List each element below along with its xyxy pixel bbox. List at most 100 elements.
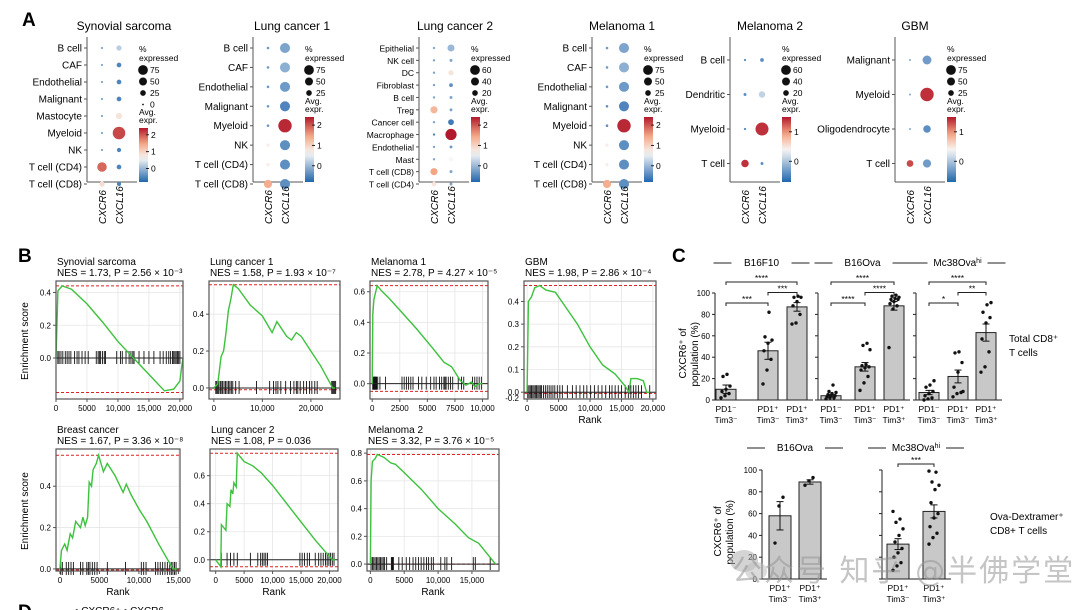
data-point	[887, 345, 891, 350]
significance-stars: ****	[841, 294, 855, 304]
significance-stars: **	[969, 284, 976, 294]
data-point	[794, 321, 798, 325]
color-legend-title: expr.	[471, 104, 489, 114]
color-legend-label: 1	[483, 140, 488, 150]
size-legend-dot	[140, 90, 146, 96]
category-label: Tim3⁺	[798, 594, 822, 604]
category-label: Tim3⁻	[853, 415, 877, 425]
row-label: CAF	[567, 63, 587, 74]
x-tick-label: 10,000	[127, 576, 152, 585]
dot-cxcr6	[432, 158, 436, 161]
size-legend-label: 75	[316, 65, 326, 75]
row-label: Mast	[396, 155, 415, 165]
size-legend-dot	[305, 77, 313, 86]
size-legend-title: %	[644, 44, 652, 54]
data-point	[931, 535, 935, 540]
data-point	[725, 372, 729, 377]
dot-cxcl16	[923, 125, 931, 133]
significance-stars: *	[942, 294, 946, 304]
size-legend-dot	[782, 77, 790, 86]
y-axis-title: CXCR6⁺ of	[713, 506, 724, 557]
x-tick-label: 0	[54, 404, 59, 413]
dot-cxcr6	[605, 104, 609, 108]
dot-cxcr6	[100, 97, 104, 101]
row-label: Myeloid	[214, 121, 248, 132]
data-point	[862, 381, 866, 385]
size-legend-title: expressed	[782, 53, 821, 63]
color-legend-bar	[644, 117, 653, 182]
row-label: B cell	[701, 56, 725, 67]
data-point	[932, 379, 936, 383]
y-tick-label: 0.6	[194, 472, 206, 481]
x-tick-label: 10,000	[260, 576, 285, 585]
gsea-stats: NES = 1.08, P = 0.036	[211, 436, 311, 447]
dot-cxcr6	[432, 71, 436, 74]
row-label: T cell (CD8)	[195, 180, 248, 191]
row-side-label: Ova-Dextramer⁺	[990, 512, 1064, 523]
dot-cxcr6	[432, 59, 436, 62]
data-point	[888, 302, 892, 306]
row-label: Malignant	[847, 56, 891, 67]
gene-label: CXCL16	[923, 186, 934, 224]
row-label: Cancer cell	[371, 118, 414, 128]
size-legend-title: expressed	[644, 53, 683, 63]
size-legend-label: 25	[150, 88, 160, 98]
panel-label-b: B	[18, 246, 32, 267]
row-label: CAF	[228, 63, 248, 74]
significance-stars: ****	[873, 284, 887, 294]
data-point	[987, 350, 991, 354]
significance-bracket	[864, 292, 895, 296]
gsea-title: Lung cancer 2	[211, 425, 275, 436]
color-legend-label: 1	[317, 140, 322, 150]
color-legend-title: expr.	[139, 115, 157, 125]
dotplot-title: Melanoma 2	[737, 19, 803, 33]
dot-cxcl16	[112, 126, 126, 140]
dot-cxcl16	[449, 58, 453, 62]
row-label: CAF	[62, 61, 82, 72]
dot-cxcr6	[100, 148, 104, 152]
data-point	[895, 564, 899, 568]
y-tick-label: 60	[701, 332, 710, 341]
row-label: NK	[68, 146, 82, 157]
bar-row-2: CXCR6⁺ of population (%) Ova-Dextramer⁺ CD8…	[713, 443, 1064, 605]
size-legend-dot	[946, 65, 956, 75]
y-tick-label: 0.2	[508, 343, 520, 352]
category-label: Tim3⁻	[917, 415, 941, 425]
color-legend-label: 0	[151, 164, 156, 174]
gene-label: CXCL16	[447, 186, 458, 224]
gene-label: CXCL16	[115, 186, 126, 224]
data-point	[937, 483, 941, 487]
x-tick-label: 15,000	[137, 404, 162, 413]
color-legend-bar	[139, 128, 148, 182]
y-tick-label: 0.2	[40, 524, 52, 533]
row-label: T cell	[866, 159, 890, 170]
row-label: Dendritic	[686, 90, 725, 101]
dot-cxcl16	[116, 62, 122, 68]
category-label: PD1⁻	[715, 404, 737, 414]
dot-cxcr6	[605, 66, 609, 69]
size-legend-label: 50	[958, 77, 968, 87]
size-legend-label: 20	[482, 88, 492, 98]
data-point	[927, 469, 931, 473]
y-tick-label: 0.4	[354, 318, 366, 327]
bar-group-mc38ova: Mc38OvahiPD1⁻Tim3⁻PD1⁺Tim3⁻PD1⁺Tim3⁺****…	[909, 258, 1006, 425]
y-axis-title: CXCR6⁺ of	[678, 328, 689, 379]
data-point	[860, 364, 864, 368]
data-point	[781, 495, 785, 499]
data-point	[922, 398, 926, 402]
data-point	[934, 470, 938, 474]
plot-frame	[209, 448, 339, 572]
row-label: T cell (CD4)	[369, 180, 414, 190]
gsea-stats: NES = 2.78, P = 4.27 × 10⁻⁵	[371, 268, 497, 279]
data-point	[955, 391, 959, 396]
data-point	[927, 542, 931, 546]
y-tick-label: 80	[701, 310, 710, 319]
row-label: Myeloid	[691, 125, 725, 136]
size-legend-label: 50	[316, 77, 326, 87]
size-legend-label: 75	[150, 65, 160, 75]
data-point	[897, 295, 901, 299]
data-point	[901, 527, 905, 531]
dot-cxcl16	[449, 96, 453, 99]
dot-cxcl16	[920, 87, 934, 102]
